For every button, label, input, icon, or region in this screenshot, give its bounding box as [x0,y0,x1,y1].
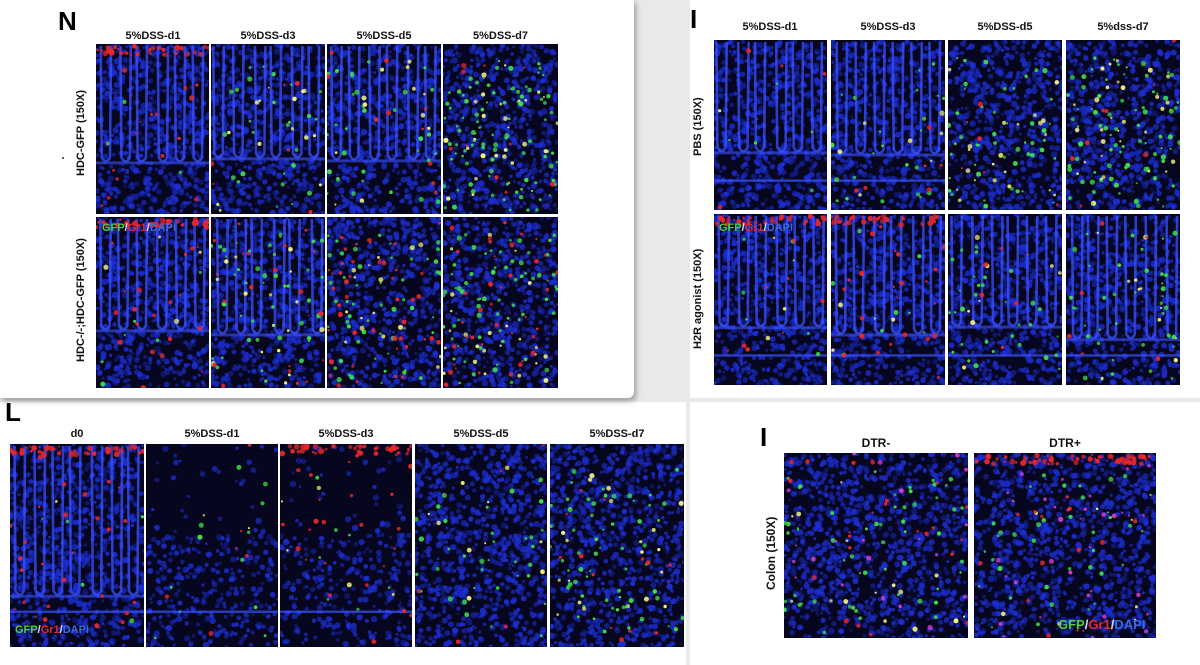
legend-dapi: DAPI [1114,617,1145,632]
legend-gr1: Gr1 [1088,617,1110,632]
legend-gfp: GFP [15,624,38,636]
column-label: DTR- [784,436,968,450]
column-label: 5%DSS-d3 [280,428,412,440]
micrograph-texture [10,444,144,647]
micrograph [211,217,325,388]
panel-i-bottom: I DTR- DTR+ Colon (150X) GFP/Gr1/DAPI [690,402,1200,665]
micrograph [1066,40,1180,210]
panel-n: N 5%DSS-d1 5%DSS-d3 5%DSS-d5 5%DSS-d7 HD… [0,0,634,398]
micrograph-texture [211,217,325,388]
micrograph [550,444,684,647]
row-label: HDC-/-;HDC-GFP (150X) [75,238,87,362]
micrograph [211,44,325,214]
micrograph [784,453,968,638]
legend-gfp: GFP [719,222,742,234]
column-label: 5%DSS-d5 [327,30,441,42]
micrograph [831,40,945,210]
micrograph-texture [831,214,945,385]
micrograph-texture [1066,214,1180,385]
micrograph-texture [948,214,1062,385]
column-label: d0 [10,428,144,440]
channel-legend: GFP/Gr1/DAPI [15,624,89,636]
micrograph-texture [443,44,558,214]
legend-gfp: GFP [1058,617,1085,632]
column-label: 5%DSS-d5 [948,21,1062,33]
legend-gr1: Gr1 [41,624,60,636]
column-label: 5%DSS-d7 [443,30,558,42]
column-label: 5%DSS-d5 [415,428,547,440]
legend-dapi: DAPI [150,222,176,234]
channel-legend: GFP/Gr1/DAPI [102,222,176,234]
micrograph-texture [974,453,1156,638]
micrograph-texture [96,44,209,214]
column-label: 5%DSS-d3 [831,21,945,33]
legend-dapi: DAPI [63,624,89,636]
column-label: 5%dss-d7 [1066,21,1180,33]
micrograph-texture [280,444,412,647]
micrograph [714,214,827,385]
micrograph-texture [714,214,827,385]
micrograph [415,444,547,647]
row-label: Colon (150X) [764,517,778,590]
panel-letter: I [690,4,697,35]
legend-gr1: Gr1 [128,222,147,234]
panel-letter: L [5,397,21,428]
micrograph-texture [96,217,209,388]
micrograph-texture [443,217,558,388]
legend-gfp: GFP [102,222,125,234]
column-label: 5%DSS-d7 [550,428,684,440]
micrograph [831,214,945,385]
micrograph-texture [211,44,325,214]
column-label: 5%DSS-d3 [211,30,325,42]
row-label: PBS (150X) [692,97,704,156]
channel-legend: GFP/Gr1/DAPI [1058,617,1145,632]
micrograph [443,44,558,214]
micrograph-texture [327,44,441,214]
row-label: HDC-GFP (150X) [75,90,87,176]
micrograph-texture [327,217,441,388]
micrograph [96,217,209,388]
channel-legend: GFP/Gr1/DAPI [719,222,793,234]
micrograph [443,217,558,388]
micrograph [96,44,209,214]
micrograph [948,214,1062,385]
micrograph [280,444,412,647]
micrograph [974,453,1156,638]
column-label: 5%DSS-d1 [146,428,278,440]
micrograph-texture [831,40,945,210]
panel-letter: I [760,422,767,453]
micrograph [948,40,1062,210]
micrograph [327,44,441,214]
micrograph [327,217,441,388]
micrograph-texture [415,444,547,647]
column-label: DTR+ [974,436,1156,450]
micrograph [1066,214,1180,385]
panel-i-top: I 5%DSS-d1 5%DSS-d3 5%DSS-d5 5%dss-d7 PB… [690,0,1200,398]
micrograph-texture [146,444,278,647]
micrograph [10,444,144,647]
micrograph-texture [714,40,827,210]
micrograph [146,444,278,647]
micrograph-texture [784,453,968,638]
stray-dot [62,157,64,159]
legend-dapi: DAPI [767,222,793,234]
micrograph-texture [1066,40,1180,210]
micrograph-texture [948,40,1062,210]
panel-letter: N [58,6,77,37]
panel-l: L d0 5%DSS-d1 5%DSS-d3 5%DSS-d5 5%DSS-d7… [0,402,686,665]
column-label: 5%DSS-d1 [96,30,210,42]
micrograph [714,40,827,210]
micrograph-texture [550,444,684,647]
legend-gr1: Gr1 [745,222,764,234]
row-label: H2R agonist (150X) [692,249,704,349]
column-label: 5%DSS-d1 [714,21,826,33]
